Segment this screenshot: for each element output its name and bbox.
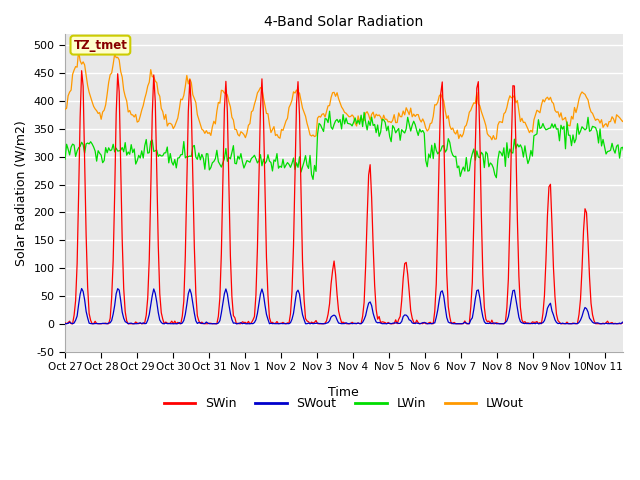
Y-axis label: Solar Radiation (W/m2): Solar Radiation (W/m2) — [15, 120, 28, 266]
Legend: SWin, SWout, LWin, LWout: SWin, SWout, LWin, LWout — [159, 392, 529, 415]
X-axis label: Time: Time — [328, 386, 359, 399]
Title: 4-Band Solar Radiation: 4-Band Solar Radiation — [264, 15, 424, 29]
Text: TZ_tmet: TZ_tmet — [74, 38, 127, 52]
